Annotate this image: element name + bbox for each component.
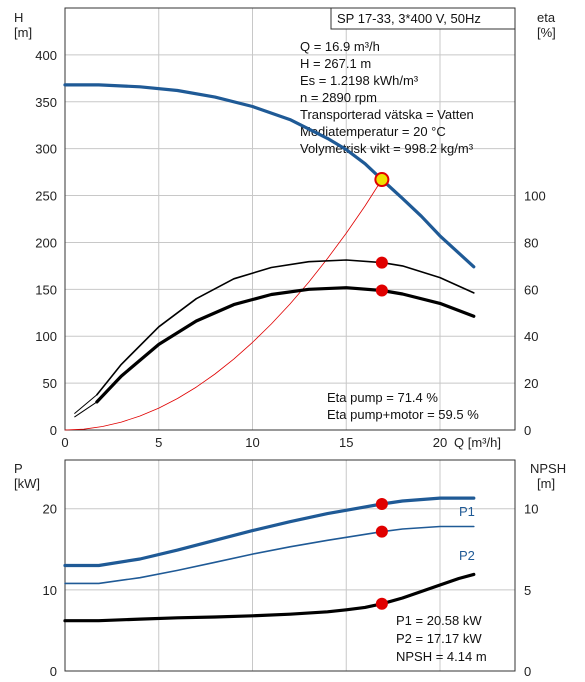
- lower-y2label-line2: [m]: [537, 476, 555, 491]
- eta-pump-value: Eta pump = 71.4 %: [327, 390, 438, 405]
- y-tick-label: 400: [35, 48, 57, 63]
- npsh-curve: [63, 572, 476, 623]
- upper-plot-frame: [64, 7, 516, 431]
- y2-tick-label: 10: [524, 502, 538, 517]
- info-liquid: Transporterad vätska = Vatten: [300, 107, 474, 122]
- y2-tick-label: 20: [524, 376, 538, 391]
- p1-curve: [63, 496, 476, 568]
- lower-y2label-line1: NPSH: [530, 461, 566, 476]
- y2-tick-label: 0: [524, 664, 531, 679]
- upper-y2label-line1: eta: [537, 10, 556, 25]
- eta-pump-motor-origin-line: [74, 401, 98, 418]
- y2-tick-label: 5: [524, 583, 531, 598]
- duty-point-info: Q = 16.9 m³/h H = 267.1 m Es = 1.2198 kW…: [300, 39, 474, 156]
- npsh-duty-marker: [375, 597, 388, 610]
- y-tick-label: 250: [35, 189, 57, 204]
- info-energy: Es = 1.2198 kWh/m³: [300, 73, 419, 88]
- eta-pump-motor-value: Eta pump+motor = 59.5 %: [327, 407, 479, 422]
- p1-series-label: P1: [459, 504, 475, 519]
- p2-value: P2 = 17.17 kW: [396, 631, 482, 646]
- x-tick-label: 0: [61, 435, 68, 450]
- eta-pump-curve: [96, 259, 475, 396]
- y2-tick-label: 80: [524, 235, 538, 250]
- y-tick-label: 300: [35, 142, 57, 157]
- eta-pump-motor-curve: [95, 286, 476, 404]
- y-tick-label: 20: [43, 502, 57, 517]
- head-system-curve: [64, 179, 383, 431]
- y-tick-label: 10: [43, 583, 57, 598]
- info-head: H = 267.1 m: [300, 56, 371, 71]
- x-tick-label: 15: [339, 435, 353, 450]
- y2-tick-label: 60: [524, 282, 538, 297]
- chart-title: SP 17-33, 3*400 V, 50Hz: [337, 11, 481, 26]
- y-tick-label: 150: [35, 282, 57, 297]
- info-density: Volymetrisk vikt = 998.2 kg/m³: [300, 141, 474, 156]
- lower-ylabel-line1: P: [14, 461, 23, 476]
- info-temperature: Mediatemperatur = 20 °C: [300, 124, 446, 139]
- head-efficiency-panel: 0 5 10 15 2005010015020025030035040002040608…: [14, 7, 556, 450]
- x-tick-label: 10: [245, 435, 259, 450]
- p1-duty-marker: [375, 497, 388, 510]
- upper-ylabel-line1: H: [14, 10, 23, 25]
- x-tick-label: 5: [155, 435, 162, 450]
- upper-xlabel: Q [m³/h]: [454, 435, 501, 450]
- y2-tick-label: 100: [524, 189, 546, 204]
- lower-ylabel-line2: [kW]: [14, 476, 40, 491]
- power-npsh-panel: 0 10 20 0 5 10 P [kW] NPSH [m] P1 P2 P1 = 20.…: [14, 459, 566, 679]
- info-speed: n = 2890 rpm: [300, 90, 377, 105]
- x-tick-label: 20: [433, 435, 447, 450]
- y-tick-label: 0: [50, 423, 57, 438]
- y-tick-label: 50: [43, 376, 57, 391]
- eta-pump-origin-line: [74, 394, 98, 414]
- p1-value: P1 = 20.58 kW: [396, 613, 482, 628]
- p2-curve: [64, 525, 475, 585]
- head-duty-marker: [374, 172, 390, 188]
- eta-pump-motor-duty-marker: [375, 284, 388, 297]
- eta-pump-duty-marker: [375, 256, 388, 269]
- upper-ylabel-line2: [m]: [14, 25, 32, 40]
- y2-tick-label: 0: [524, 423, 531, 438]
- y-tick-label: 200: [35, 235, 57, 250]
- p2-series-label: P2: [459, 548, 475, 563]
- upper-y2label-line2: [%]: [537, 25, 556, 40]
- p2-duty-marker: [375, 525, 388, 538]
- y-tick-label: 350: [35, 95, 57, 110]
- head-curve: [63, 83, 476, 269]
- y-tick-label: 100: [35, 329, 57, 344]
- info-flow: Q = 16.9 m³/h: [300, 39, 380, 54]
- y2-tick-label: 40: [524, 329, 538, 344]
- y-tick-label: 0: [50, 664, 57, 679]
- npsh-value: NPSH = 4.14 m: [396, 649, 487, 664]
- chart-title-box: [330, 7, 516, 30]
